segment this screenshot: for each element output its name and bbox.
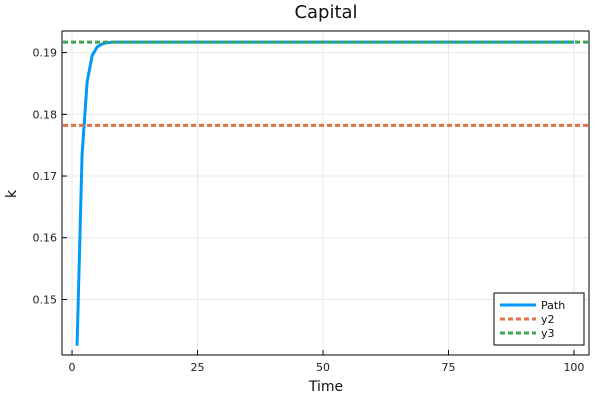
grid [62,31,589,355]
y-tick-label: 0.15 [33,293,58,306]
y-tick-label: 0.16 [33,232,58,245]
y-tick-label: 0.18 [33,108,58,121]
x-axis: 0 25 50 75 100 [69,350,584,374]
legend-label-y2: y2 [541,313,555,326]
y-tick-label: 0.19 [33,47,58,60]
chart-title: Capital [294,2,357,23]
x-tick-label: 100 [563,361,584,374]
x-tick-label: 50 [316,361,330,374]
y-tick-label: 0.17 [33,170,58,183]
x-tick-label: 25 [191,361,205,374]
y-axis-title: k [4,189,20,198]
series-layer [63,40,588,346]
y-axis: 0.15 0.16 0.17 0.18 0.19 [33,47,67,306]
legend-label-y3: y3 [541,327,555,340]
x-tick-label: 75 [441,361,455,374]
plot-frame [61,30,590,356]
x-tick-label: 0 [69,361,76,374]
legend-label-path: Path [541,299,565,312]
x-axis-title: Time [308,379,343,395]
legend-box [493,292,585,346]
